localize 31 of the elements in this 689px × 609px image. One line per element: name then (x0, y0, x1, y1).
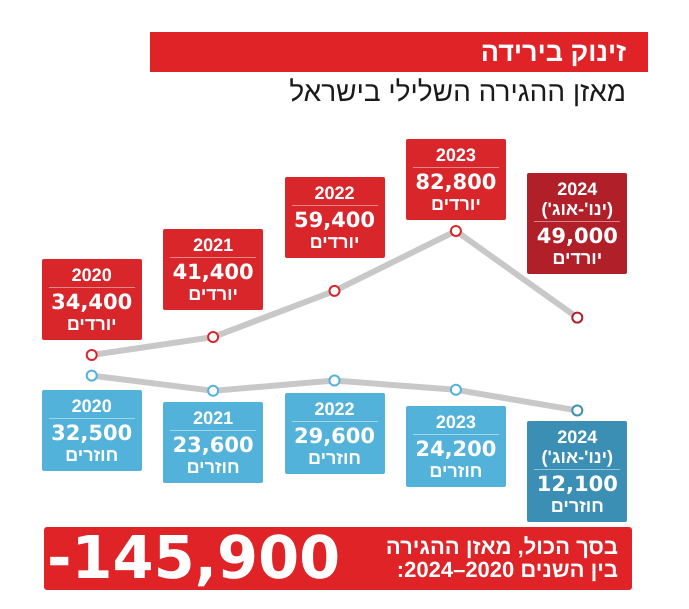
category-label: 2022 (314, 398, 355, 419)
data-label: 49,000 (536, 224, 619, 248)
text: חוזרים (306, 448, 362, 468)
text: יורדים (188, 284, 238, 304)
text: חוזרים (186, 456, 240, 477)
data-label: 59,400 (292, 208, 376, 232)
text: יורדים (431, 194, 481, 214)
chart-subtitle: מאזן ההגירה השלילי בישראל (289, 76, 626, 107)
text: חוזרים (429, 461, 482, 482)
category-label: 2023 (436, 144, 476, 165)
chart-title: זינוק בירידה (480, 36, 626, 69)
category-label: 2023 (436, 412, 476, 432)
text: חוזרים (65, 444, 118, 465)
series-label: יורדים (66, 314, 118, 334)
category-label: 2021 (193, 235, 234, 256)
category-label: 2020 (72, 264, 112, 285)
data-label: 29,600 (292, 424, 376, 448)
text: חוזרים (550, 496, 604, 516)
text: יורדים (552, 248, 602, 268)
category-label: 2022 (314, 183, 355, 204)
data-label: 34,400 (50, 290, 134, 314)
text: -145,900 (47, 523, 340, 593)
data-label: 82,800 (414, 170, 498, 194)
data-label: 12,100 (536, 472, 619, 496)
category-label: 2021 (193, 408, 234, 428)
data-label: 24,200 (414, 437, 498, 462)
text: יורדים (310, 232, 360, 252)
data-label: 32,500 (50, 420, 134, 445)
category-label: 2020 (72, 396, 112, 416)
data-label: 41,400 (172, 260, 255, 284)
data-label: 23,600 (172, 432, 255, 457)
